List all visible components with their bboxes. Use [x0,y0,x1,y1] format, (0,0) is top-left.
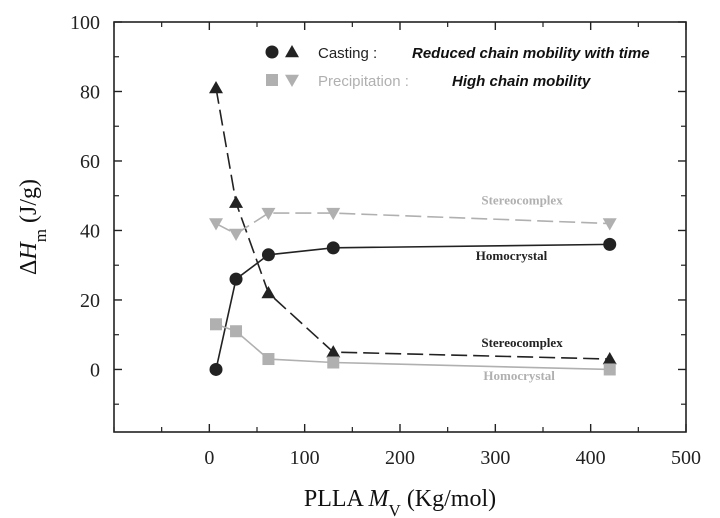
x-tick-label: 500 [671,447,701,469]
annotation-label: Stereocomplex [481,335,563,350]
series-line-triangle-up [215,87,610,360]
data-point-circle [603,237,617,251]
data-point-square [210,318,223,331]
series-line-triangle-down [215,212,610,235]
y-tick-label: 20 [80,290,100,312]
data-point-circle [209,362,223,376]
y-tick-label: 40 [80,220,100,242]
legend-marker [265,45,279,59]
x-tick-label: 300 [480,447,510,469]
data-point-square [327,356,340,369]
series-line-circle [215,243,610,370]
y-tick-label: 80 [80,81,100,103]
x-axis-title: PLLA MV (Kg/mol) [304,486,496,518]
legend-description: Reduced chain mobility with time [412,45,650,62]
legend-label: Casting : [318,45,377,62]
data-point-triangle-up [326,345,341,358]
data-point-triangle-up [261,286,276,299]
x-tick-label: 200 [385,447,415,469]
x-tick-label: 0 [204,447,214,469]
annotation-label: Stereocomplex [481,192,563,207]
data-point-circle [229,272,243,286]
legend-marker [285,74,299,87]
data-point-square [603,363,616,376]
legend-label: Precipitation : [318,73,409,90]
data-point-circle [261,248,275,262]
legend-marker [285,45,299,58]
data-point-triangle-down [229,228,244,241]
y-tick-label: 0 [90,359,100,381]
data-point-triangle-down [209,218,224,231]
y-axis-title: ΔHm (J/g) [16,179,50,275]
data-point-square [230,325,243,338]
annotation-label: Homocrystal [483,368,555,383]
x-tick-label: 100 [290,447,320,469]
data-point-triangle-down [602,218,617,231]
annotation-label: Homocrystal [476,248,548,263]
x-tick-label: 400 [576,447,606,469]
data-point-triangle-up [209,81,224,94]
legend-marker [266,74,278,86]
y-tick-label: 100 [70,12,100,34]
data-point-circle [326,241,340,255]
data-point-square [262,353,275,366]
data-point-triangle-up [229,195,244,208]
y-tick-label: 60 [80,151,100,173]
data-point-triangle-up [602,352,617,365]
legend-description: High chain mobility [452,73,591,90]
data-point-triangle-down [261,207,276,221]
data-point-triangle-down [326,207,341,221]
